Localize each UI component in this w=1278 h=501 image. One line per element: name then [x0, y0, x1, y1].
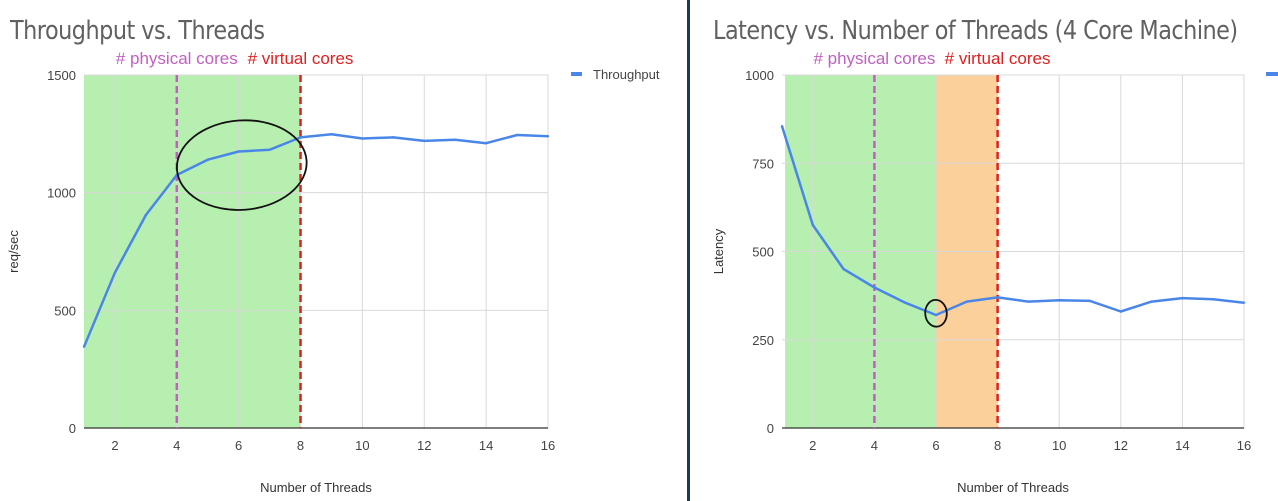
x-tick-label-2: 2: [111, 438, 118, 453]
y-tick-label-1000: 1000: [47, 186, 76, 201]
legend-label: Throughput: [593, 67, 660, 82]
y-tick-label-500: 500: [752, 245, 774, 260]
data-point-5: [206, 158, 209, 161]
y-tick-label-500: 500: [54, 303, 76, 318]
data-point-3: [144, 213, 148, 217]
y-tick-label-750: 750: [752, 156, 774, 171]
y-tick-label-0: 0: [767, 421, 774, 436]
x-tick-label-4: 4: [871, 438, 878, 453]
data-point-16: [1242, 301, 1246, 304]
data-point-10: [361, 137, 364, 140]
x-tick-label-8: 8: [994, 438, 1001, 453]
data-point-3: [842, 267, 845, 271]
chart-title-latency: Latency vs. Number of Threads (4 Core Ma…: [713, 16, 1238, 46]
series-line-0: [780, 125, 1245, 317]
annotation-circle-0: [175, 119, 308, 211]
legend-swatch: [1266, 72, 1278, 76]
data-point-2: [811, 223, 814, 227]
y-tick-label-1000: 1000: [745, 68, 774, 83]
x-axis-label: Number of Threads: [260, 480, 372, 495]
x-tick-label-12: 12: [417, 438, 431, 453]
data-point-15: [1212, 297, 1215, 301]
data-point-16: [546, 134, 550, 138]
vline-label-1: # virtual cores: [248, 49, 354, 68]
x-tick-label-10: 10: [355, 438, 369, 453]
shaded-region-0: [84, 75, 301, 428]
data-point-1: [82, 345, 86, 349]
legend-swatch: [571, 72, 582, 76]
data-point-6: [237, 150, 240, 153]
x-tick-label-8: 8: [297, 438, 304, 453]
y-tick-label-0: 0: [69, 421, 76, 436]
data-point-7: [268, 148, 271, 152]
data-point-14: [1181, 296, 1184, 300]
data-point-10: [1058, 299, 1061, 302]
data-point-15: [515, 133, 519, 137]
data-point-2: [113, 271, 117, 274]
annotation-circle-0: [924, 298, 948, 328]
x-tick-label-12: 12: [1114, 438, 1128, 453]
x-tick-label-6: 6: [235, 438, 242, 453]
data-point-11: [392, 136, 395, 139]
data-point-14: [484, 142, 488, 145]
x-tick-label-16: 16: [541, 438, 555, 453]
data-point-1: [780, 124, 784, 128]
chart-title-throughput: Throughput vs. Threads: [10, 16, 265, 46]
data-point-4: [873, 286, 876, 289]
data-point-6: [934, 313, 938, 317]
data-point-11: [1088, 299, 1092, 303]
vline-label-0: # physical cores: [116, 49, 238, 68]
data-point-5: [904, 301, 907, 304]
series-line-0: [82, 133, 549, 348]
y-tick-label-1500: 1500: [47, 68, 76, 83]
x-tick-label-6: 6: [932, 438, 939, 453]
data-point-12: [1119, 310, 1123, 313]
x-tick-label-10: 10: [1052, 438, 1066, 453]
data-point-8: [299, 136, 302, 139]
x-tick-label-2: 2: [809, 438, 816, 453]
y-axis-label: req/sec: [6, 230, 21, 273]
y-tick-label-250: 250: [752, 333, 774, 348]
data-point-8: [996, 296, 999, 299]
data-point-13: [454, 138, 457, 141]
panel-divider: [687, 0, 690, 501]
vline-label-1: # virtual cores: [945, 49, 1051, 68]
y-axis-label: Latency: [711, 228, 726, 274]
x-tick-label-16: 16: [1237, 438, 1251, 453]
data-point-12: [423, 139, 426, 143]
x-tick-label-14: 14: [479, 438, 493, 453]
data-point-13: [1150, 300, 1153, 303]
data-point-9: [1027, 300, 1030, 303]
data-point-7: [965, 300, 968, 303]
data-point-9: [330, 133, 333, 136]
vline-label-0: # physical cores: [813, 49, 935, 68]
x-tick-label-14: 14: [1175, 438, 1189, 453]
x-tick-label-4: 4: [173, 438, 180, 453]
x-axis-label: Number of Threads: [957, 480, 1069, 495]
